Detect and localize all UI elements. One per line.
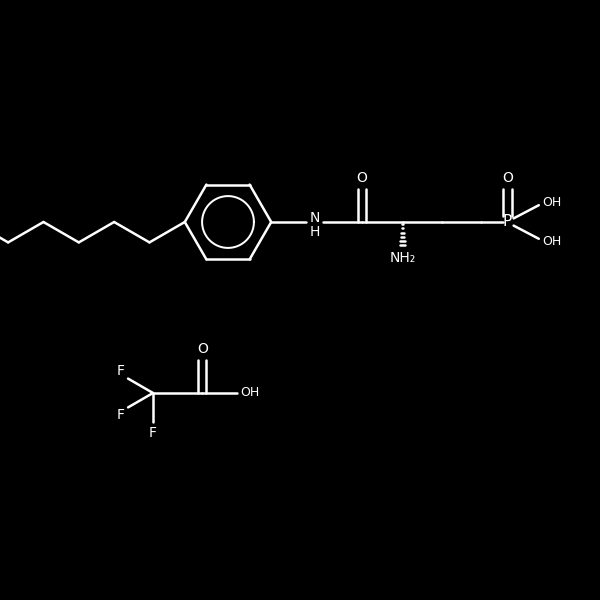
Text: O: O xyxy=(356,171,367,185)
Text: F: F xyxy=(149,425,157,440)
Text: F: F xyxy=(117,364,125,379)
Text: F: F xyxy=(117,407,125,422)
Text: OH: OH xyxy=(542,235,562,248)
Text: O: O xyxy=(502,171,513,185)
Text: O: O xyxy=(197,342,208,356)
Text: OH: OH xyxy=(241,386,260,400)
Text: N: N xyxy=(309,211,320,226)
Text: H: H xyxy=(309,224,320,239)
Text: P: P xyxy=(503,214,512,229)
Text: NH₂: NH₂ xyxy=(389,251,416,265)
Text: OH: OH xyxy=(542,196,562,209)
